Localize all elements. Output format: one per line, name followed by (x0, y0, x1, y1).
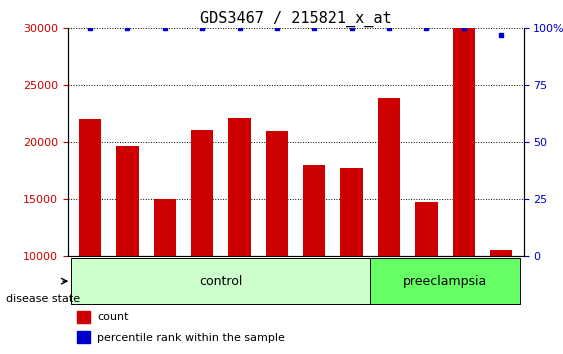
Bar (490, 250, 512, 354)
Point (198, 25, 207, 31)
Point (235, 25, 244, 31)
Point (86, 25, 95, 31)
Point (272, 25, 282, 31)
Point (459, 25, 468, 31)
Title: GDS3467 / 215821_x_at: GDS3467 / 215821_x_at (200, 11, 391, 27)
Bar (453, 28, 475, 354)
Text: percentile rank within the sample: percentile rank within the sample (97, 333, 285, 343)
Bar (370, 258, 520, 304)
Text: count: count (97, 312, 129, 322)
Bar (72, 258, 370, 304)
Point (497, 32, 506, 38)
Bar (79, 119, 101, 354)
Bar (191, 130, 213, 354)
Bar (415, 202, 437, 354)
Point (123, 25, 132, 31)
Bar (228, 118, 251, 354)
Bar (266, 131, 288, 354)
Point (422, 25, 431, 31)
Point (160, 25, 169, 31)
Bar (154, 199, 176, 354)
Text: control: control (199, 275, 243, 288)
Point (310, 25, 319, 31)
Point (347, 25, 356, 31)
Bar (378, 98, 400, 354)
Bar (341, 168, 363, 354)
Bar (77, 310, 91, 322)
Bar (116, 145, 138, 354)
Bar (303, 165, 325, 354)
Bar (77, 331, 91, 343)
Text: preeclampsia: preeclampsia (403, 275, 487, 288)
Point (385, 25, 394, 31)
Text: disease state: disease state (6, 294, 80, 304)
